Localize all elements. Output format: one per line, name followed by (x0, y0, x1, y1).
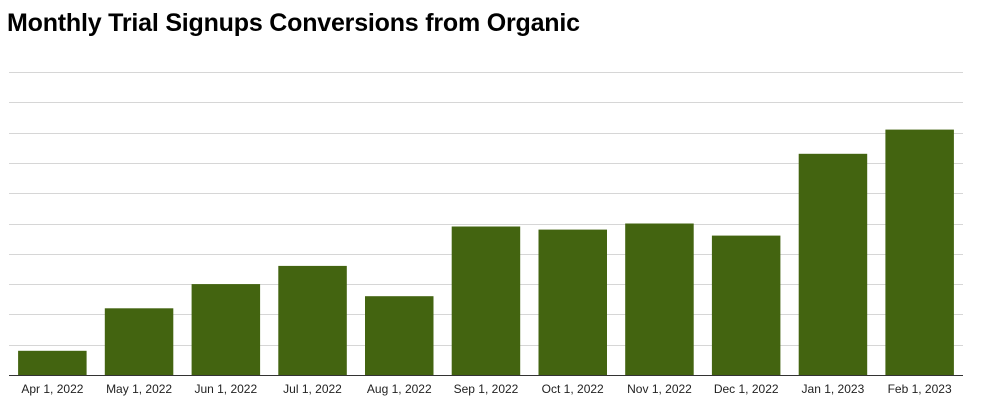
x-tick-label: Nov 1, 2022 (627, 382, 692, 396)
x-tick-label: Apr 1, 2022 (21, 382, 83, 396)
x-tick-label: Jan 1, 2023 (802, 382, 865, 396)
bars (18, 129, 954, 375)
x-tick-label: Oct 1, 2022 (542, 382, 604, 396)
x-tick-label: Aug 1, 2022 (367, 382, 432, 396)
bar (18, 350, 87, 375)
bar (451, 226, 521, 375)
bar (191, 284, 261, 375)
bar (538, 229, 607, 375)
bar (885, 129, 954, 375)
x-tick-label: Sep 1, 2022 (454, 382, 519, 396)
x-tick-labels: Apr 1, 2022 May 1, 2022 Jun 1, 2022 Jul 1, … (21, 382, 952, 396)
bar (625, 223, 694, 375)
bar (711, 235, 781, 375)
bar (104, 308, 174, 375)
chart-title: Monthly Trial Signups Conversions from O… (7, 9, 580, 37)
x-tick-label: Dec 1, 2022 (714, 382, 779, 396)
x-tick-label: Jul 1, 2022 (283, 382, 342, 396)
x-tick-label: May 1, 2022 (106, 382, 172, 396)
bar (365, 296, 434, 375)
x-tick-label: Feb 1, 2023 (888, 382, 952, 396)
bar (278, 265, 347, 375)
bar (798, 153, 868, 375)
x-tick-label: Jun 1, 2022 (194, 382, 257, 396)
